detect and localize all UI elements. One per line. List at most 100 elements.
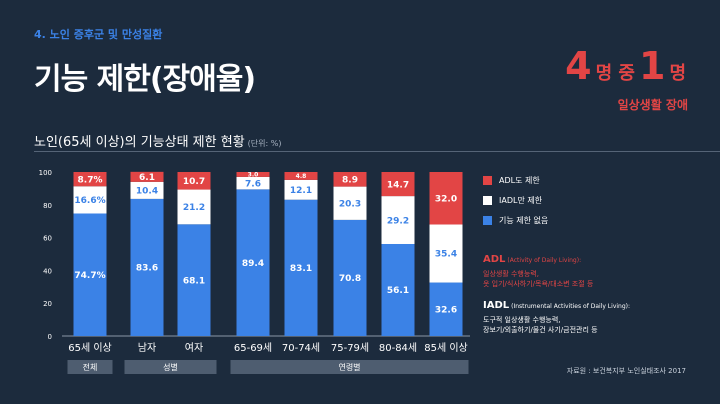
legend: ADL도 제한 IADL만 제한 기능 제한 없음 (483, 170, 548, 230)
data-label: 14.7 (387, 180, 409, 190)
stat-number-2: 1 (638, 44, 666, 88)
chart-unit: (단위: %) (247, 139, 282, 148)
legend-swatch-adl (483, 175, 492, 185)
x-tick-label: 80-84세 (379, 342, 417, 354)
x-tick-label: 남자 (138, 342, 156, 354)
data-label: 29.2 (387, 216, 409, 226)
data-label: 21.2 (183, 203, 205, 213)
x-tick-label: 65세 이상 (68, 342, 112, 354)
stat-unit-2: 명 (669, 63, 686, 84)
bar-segment (381, 172, 415, 197)
x-tick-label: 여자 (185, 342, 203, 354)
data-label: 83.1 (290, 264, 312, 274)
bar-segment (333, 172, 367, 187)
data-label: 8.7% (78, 175, 103, 185)
y-tick-label: 40 (43, 267, 52, 275)
legend-label-iadl: IADL만 제한 (499, 195, 543, 205)
data-label: 32.6 (435, 305, 457, 315)
data-label: 32.0 (435, 194, 457, 204)
iadl-desc-line-2: 장보기/외출하기/물건 사기/금전관리 등 (483, 326, 598, 334)
data-label: 74.7% (74, 271, 105, 281)
chart-title: 노인(65세 이상)의 기능상태 제한 현황 (단위: %) (34, 131, 281, 150)
data-label: 4.8 (296, 173, 307, 180)
x-tick-label: 75-79세 (331, 342, 369, 354)
bar-segment (73, 213, 107, 336)
data-label: 12.1 (290, 186, 312, 196)
x-tick-label: 70-74세 (282, 342, 320, 354)
bar-segment (381, 196, 415, 244)
bar-segment (333, 186, 367, 220)
data-label: 10.7 (183, 177, 205, 187)
bar-segment (177, 224, 211, 336)
source-note: 자료원 : 보건복지부 노인실태조사 2017 (566, 367, 686, 375)
x-tick-label: 65-69세 (234, 342, 272, 354)
adl-heading-sub: (Activity of Daily Living): (507, 257, 582, 264)
group-band (230, 360, 469, 374)
y-tick-label: 60 (43, 235, 52, 243)
adl-heading: ADL (483, 254, 506, 265)
group-band (67, 360, 113, 374)
y-tick-label: 100 (39, 169, 52, 177)
stat-number-1: 4 (565, 44, 592, 88)
group-label: 성별 (163, 362, 178, 372)
legend-item-iadl: IADL만 제한 (483, 190, 548, 210)
legend-item-adl: ADL도 제한 (483, 170, 548, 190)
bar-segment (429, 282, 463, 336)
iadl-desc-line-1: 도구적 일상생활 수행능력, (483, 316, 561, 324)
bar-segment (284, 199, 318, 336)
stat-subtitle: 일상생활 장애 (617, 98, 688, 112)
y-tick-label: 0 (48, 333, 52, 341)
bar-segment (177, 189, 211, 225)
legend-swatch-none (483, 215, 492, 225)
bar-segment (429, 224, 463, 283)
chart-title-text: 노인(65세 이상)의 기능상태 제한 현황 (34, 135, 245, 150)
bar-segment (130, 171, 164, 182)
data-label: 16.6% (74, 196, 105, 206)
x-tick-label: 85세 이상 (424, 342, 468, 354)
adl-desc-line-2: 옷 입기/식사하기/목욕/대소변 조절 등 (483, 280, 594, 288)
page-title: 기능 제한(장애율) (34, 62, 256, 97)
data-label: 8.9 (342, 176, 358, 186)
adl-definition: ADL (Activity of Daily Living): 일상생활 수행능력… (483, 254, 593, 289)
y-tick-label: 80 (43, 202, 52, 210)
data-label: 56.1 (387, 286, 409, 296)
data-label: 6.1 (139, 173, 155, 183)
bar-segment (284, 172, 318, 180)
bar-segment (130, 198, 164, 336)
bar-segment (284, 179, 318, 200)
bar-segment (177, 172, 211, 190)
data-label: 7.6 (245, 179, 261, 189)
adl-desc-line-1: 일상생활 수행능력, (483, 270, 539, 278)
section-label: 4. 노인 증후군 및 만성질환 (34, 28, 163, 41)
bar-segment (381, 243, 415, 336)
iadl-heading: IADL (483, 300, 510, 311)
group-label: 연령별 (338, 362, 360, 372)
title-divider (34, 151, 720, 152)
group-band (124, 360, 217, 374)
bar-segment (236, 172, 270, 177)
iadl-heading-sub: (Instrumental Activities of Daily Living… (511, 303, 631, 310)
data-label: 3.0 (248, 172, 259, 179)
stat-unit-1: 명 중 (595, 63, 635, 84)
data-label: 89.4 (242, 259, 264, 269)
data-label: 20.3 (339, 199, 361, 209)
bar-segment (130, 181, 164, 199)
legend-item-none: 기능 제한 없음 (483, 210, 548, 230)
data-label: 35.4 (435, 250, 457, 260)
bar-segment (73, 186, 107, 214)
legend-swatch-iadl (483, 195, 492, 205)
data-label: 83.6 (136, 264, 158, 274)
y-tick-label: 20 (43, 300, 52, 308)
iadl-definition: IADL (Instrumental Activities of Daily Li… (483, 300, 630, 335)
bar-segment (236, 176, 270, 190)
bar-segment (236, 189, 270, 336)
legend-label-adl: ADL도 제한 (499, 175, 540, 185)
group-label: 전체 (83, 362, 98, 372)
bar-segment (429, 172, 463, 225)
bar-segment (333, 219, 367, 336)
legend-label-none: 기능 제한 없음 (499, 215, 549, 225)
data-label: 70.8 (339, 274, 361, 284)
bar-segment (73, 172, 107, 187)
